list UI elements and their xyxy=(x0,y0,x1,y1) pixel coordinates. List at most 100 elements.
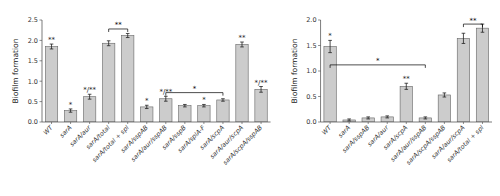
y-tick-label: 0.5 xyxy=(306,93,316,101)
error-bar xyxy=(145,105,149,108)
x-tick xyxy=(203,122,204,124)
bar xyxy=(438,95,450,122)
x-tick xyxy=(387,122,388,124)
y-tick xyxy=(40,101,43,102)
x-tick-label: sarA xyxy=(58,124,73,139)
error-bar xyxy=(69,109,73,112)
x-tick-label: WT xyxy=(320,123,333,136)
y-tick-label: 1.5 xyxy=(28,57,38,65)
error-bar xyxy=(107,41,111,46)
y-tick-label: 0.0 xyxy=(28,118,38,126)
annotation: * xyxy=(328,32,332,40)
bar xyxy=(217,100,229,122)
y-tick-label: 1.0 xyxy=(28,78,38,86)
y-tick xyxy=(318,122,321,123)
error-bar xyxy=(385,116,389,118)
x-tick-label: sarA/scpA/sspAB xyxy=(221,124,264,167)
y-tick-label: 1.5 xyxy=(306,42,316,50)
error-bar xyxy=(88,94,92,99)
annotation: * xyxy=(69,101,73,109)
x-tick xyxy=(482,122,483,124)
x-tick xyxy=(463,122,464,124)
y-tick-label: 0.0 xyxy=(306,118,316,126)
annotation: * xyxy=(202,96,206,104)
y-axis-label: Biofilm formation xyxy=(290,38,299,103)
bar xyxy=(198,106,210,122)
bar xyxy=(122,36,134,122)
error-bar xyxy=(126,33,130,37)
annotation: */** xyxy=(83,86,96,94)
x-tick xyxy=(368,122,369,124)
x-tick xyxy=(70,122,71,124)
x-tick xyxy=(261,122,262,124)
chart: ****/****/******/*****0.00.51.01.52.02.5… xyxy=(0,0,500,196)
error-bar xyxy=(347,119,351,121)
x-tick-label: sarA/total + spl xyxy=(445,124,485,164)
x-tick xyxy=(444,122,445,124)
x-tick-label: sarA xyxy=(336,124,351,139)
error-bar xyxy=(221,99,225,101)
marks xyxy=(324,24,489,122)
bar xyxy=(324,47,336,122)
subplot: ******0.00.51.01.52.0WTsarAsarA/sspABsar… xyxy=(290,16,492,166)
error-bar xyxy=(259,87,263,93)
x-tick xyxy=(222,122,223,124)
x-tick xyxy=(349,122,350,124)
x-tick xyxy=(127,122,128,124)
x-tick xyxy=(51,122,52,124)
x-tick xyxy=(108,122,109,124)
bar xyxy=(160,99,172,122)
bar xyxy=(236,44,248,122)
error-bar xyxy=(240,42,244,47)
error-bar xyxy=(443,93,447,97)
bar xyxy=(457,38,469,122)
y-tick xyxy=(40,81,43,82)
annotation: */** xyxy=(255,79,268,87)
x-tick xyxy=(165,122,166,124)
error-bar xyxy=(366,117,370,119)
x-axis-line xyxy=(42,122,271,123)
annotation: ** xyxy=(403,75,411,83)
y-tick xyxy=(318,20,321,21)
y-tick-label: 2.5 xyxy=(28,16,38,24)
annotation: * xyxy=(145,97,149,105)
x-tick xyxy=(89,122,90,124)
x-tick xyxy=(242,122,243,124)
marks xyxy=(45,33,267,122)
bar xyxy=(141,107,153,122)
x-tick xyxy=(330,122,331,124)
y-tick-label: 0.5 xyxy=(28,98,38,106)
error-bar xyxy=(424,117,428,119)
y-tick xyxy=(40,122,43,123)
bar xyxy=(179,106,191,122)
error-bar xyxy=(202,104,206,106)
annotations: ****/****/******/***** xyxy=(48,21,268,108)
error-bar xyxy=(164,96,168,101)
y-tick xyxy=(318,96,321,97)
bar xyxy=(102,43,114,122)
annotations: ****** xyxy=(328,17,482,84)
error-bar xyxy=(462,33,466,43)
error-bar xyxy=(328,40,332,52)
error-bar xyxy=(404,83,408,89)
y-tick xyxy=(318,45,321,46)
error-bar xyxy=(183,104,187,106)
x-tick-label: WT xyxy=(42,123,55,136)
y-tick xyxy=(40,20,43,21)
y-axis-label: Biofilm formation xyxy=(11,38,20,103)
bracket-label: * xyxy=(193,85,197,93)
y-axis-line xyxy=(42,20,43,122)
bar xyxy=(45,47,57,122)
x-tick xyxy=(146,122,147,124)
x-tick xyxy=(406,122,407,124)
bracket-label: * xyxy=(376,57,380,65)
bar xyxy=(400,86,412,122)
x-tick xyxy=(184,122,185,124)
bar xyxy=(255,89,267,122)
annotation: ** xyxy=(239,34,247,42)
bracket-label: ** xyxy=(469,17,477,25)
annotation: ** xyxy=(48,36,56,44)
y-tick-label: 1.0 xyxy=(306,67,316,75)
x-tick xyxy=(425,122,426,124)
bracket-label: ** xyxy=(115,21,123,29)
